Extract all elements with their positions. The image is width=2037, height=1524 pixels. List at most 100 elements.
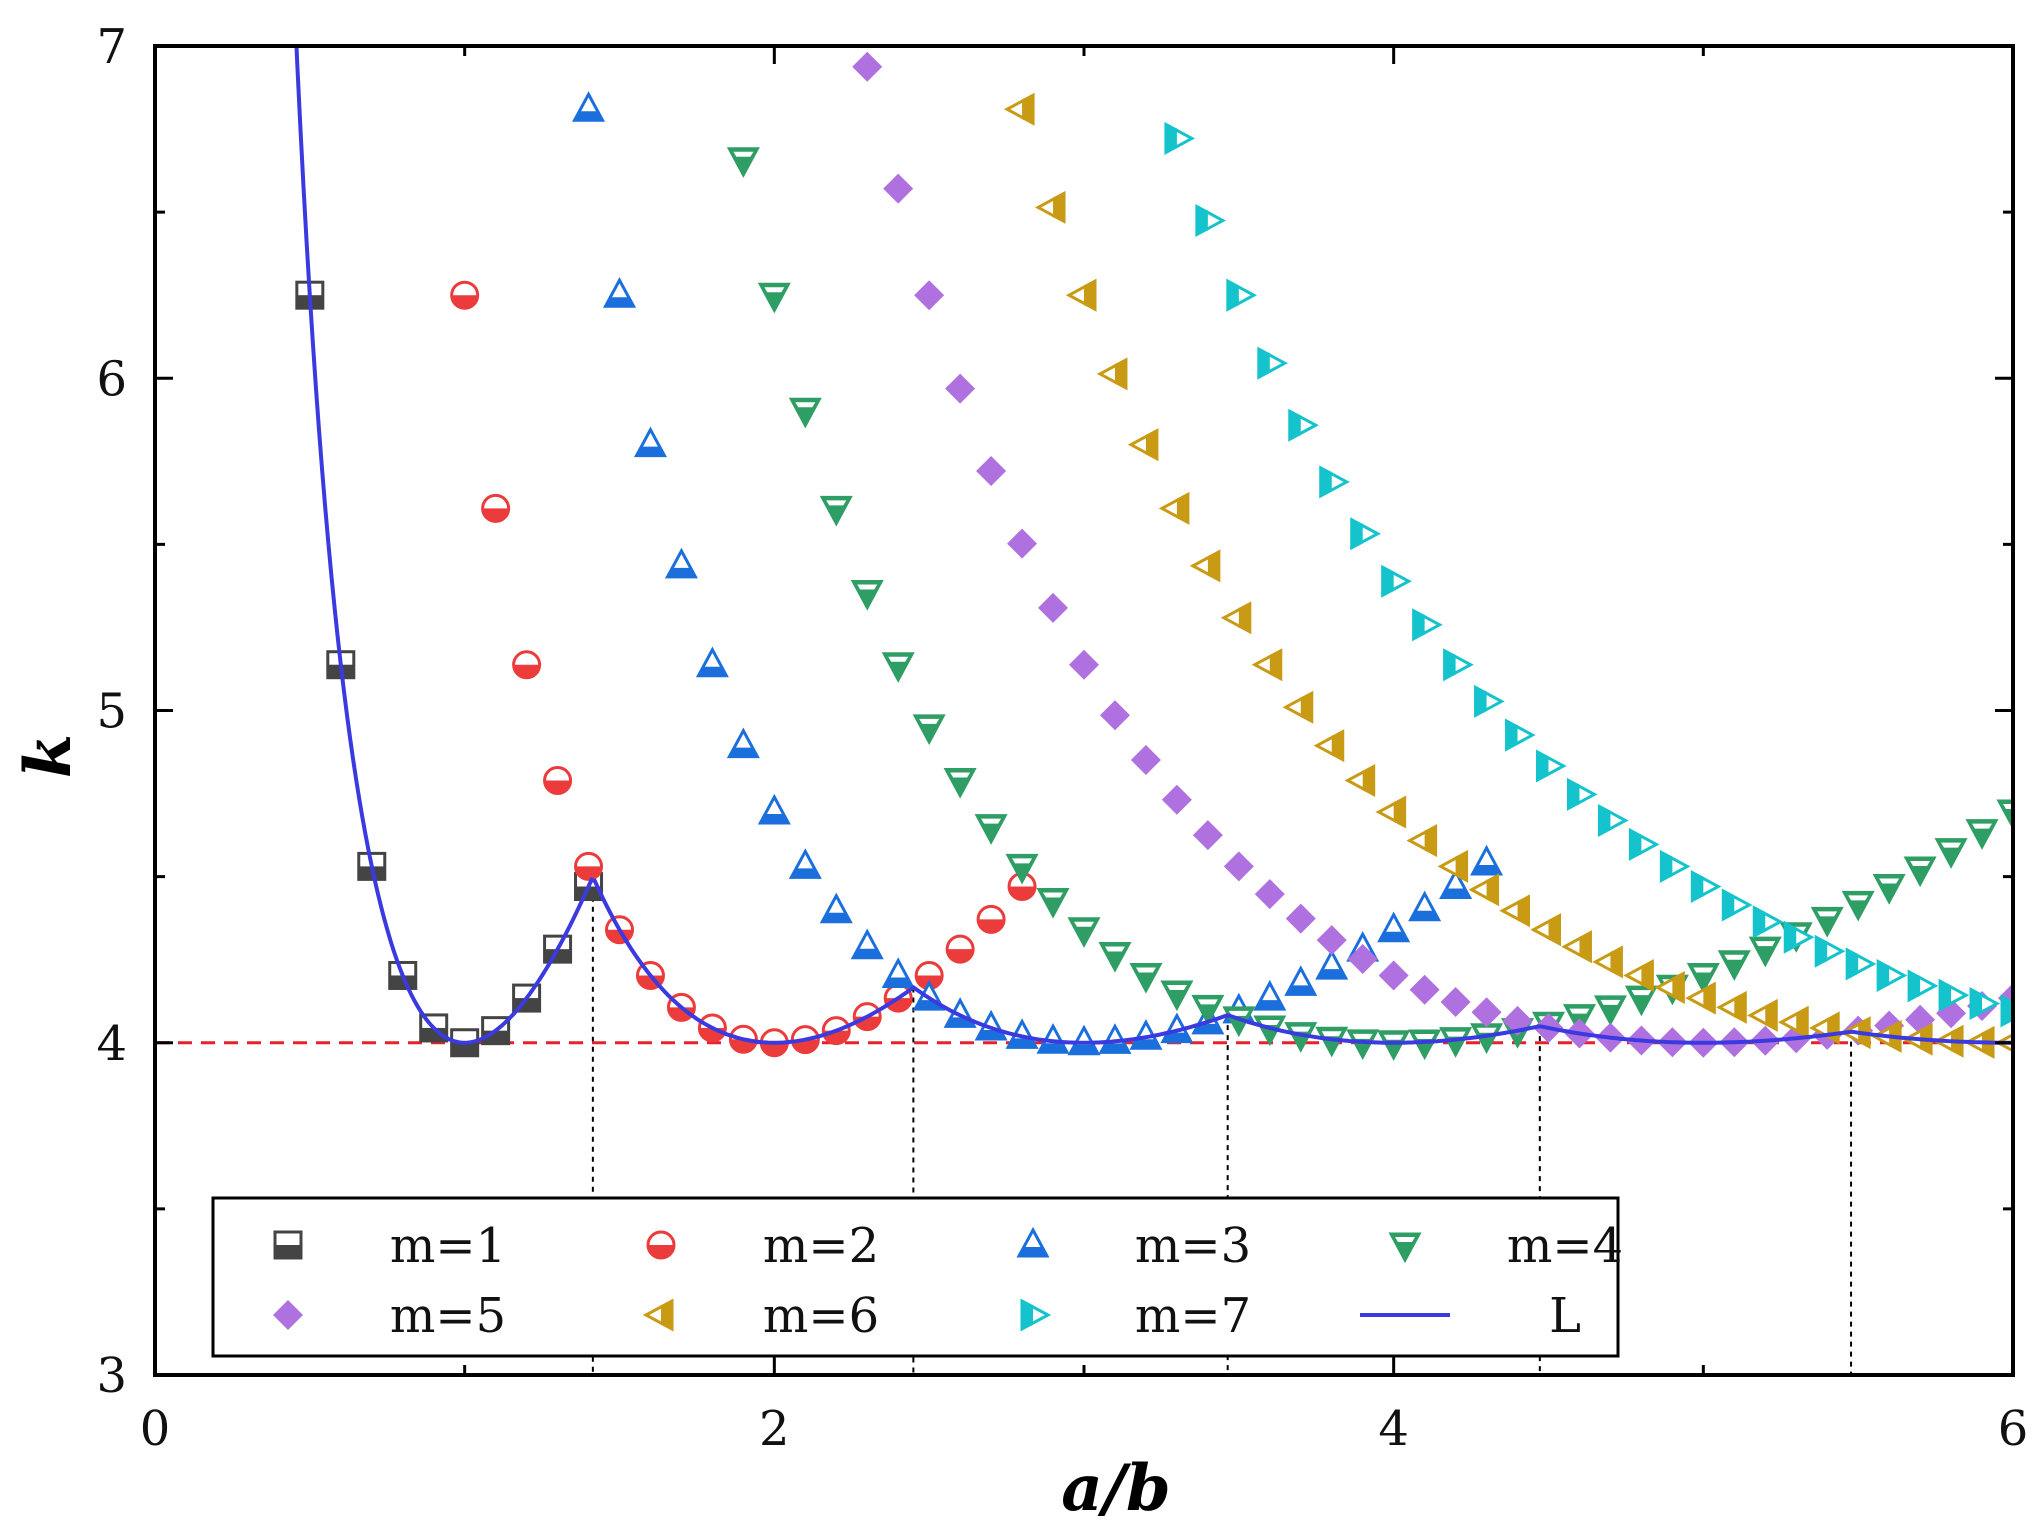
y-tick-label: 5 <box>96 684 127 740</box>
data-point <box>1474 684 1505 718</box>
legend-label: m=3 <box>1135 1218 1251 1274</box>
legend-box <box>211 1196 1620 1358</box>
legend: m=1 m=2 m=3 m=4 m=5 m=6 m=7 L <box>211 1196 1623 1358</box>
data-point <box>1845 947 1877 981</box>
data-point <box>819 495 853 527</box>
data-point <box>633 426 667 458</box>
data-point <box>1344 763 1376 797</box>
data-point <box>1747 998 1778 1032</box>
data-point <box>1470 844 1504 876</box>
data-point <box>1096 357 1128 391</box>
x-tick-label: 2 <box>759 1401 790 1457</box>
data-point <box>1561 930 1592 964</box>
data-point <box>757 793 791 825</box>
data-point <box>1783 920 1815 954</box>
data-point <box>1443 648 1474 682</box>
data-point <box>1253 979 1287 1011</box>
data-point <box>1502 1005 1533 1036</box>
series-m6 <box>1003 92 2013 1059</box>
data-point <box>512 650 542 680</box>
legend-label: m=6 <box>763 1288 879 1344</box>
legend-label: L <box>1549 1288 1581 1344</box>
data-point <box>1257 346 1288 380</box>
data-point <box>1003 92 1035 126</box>
data-point <box>1164 121 1196 155</box>
legend-label: m=4 <box>1507 1218 1623 1274</box>
data-point <box>1659 849 1691 883</box>
data-point <box>1814 934 1846 968</box>
data-point <box>1439 868 1473 900</box>
data-point <box>1377 911 1411 943</box>
data-point <box>1468 873 1500 907</box>
data-point <box>1381 564 1412 598</box>
data-point <box>1350 517 1381 551</box>
data-point <box>881 652 915 683</box>
data-point <box>1717 950 1751 981</box>
data-point <box>1315 948 1349 980</box>
data-point <box>1408 890 1442 922</box>
data-point <box>1716 990 1747 1024</box>
data-point <box>1158 491 1190 525</box>
legend-item-m3: m=3 <box>1016 1218 1251 1274</box>
data-point <box>1254 879 1285 910</box>
data-point <box>1251 648 1283 682</box>
data-point <box>726 727 760 759</box>
legend-label: m=5 <box>390 1288 506 1344</box>
data-point <box>1319 465 1350 499</box>
data-point <box>1597 803 1629 837</box>
data-point <box>1192 820 1223 851</box>
data-point <box>1748 936 1782 968</box>
data-point <box>1034 190 1066 224</box>
data-point <box>1593 995 1627 1027</box>
data-point <box>1685 981 1716 1015</box>
legend-marker <box>642 1298 674 1332</box>
data-point <box>943 767 977 799</box>
data-point <box>1654 970 1685 1005</box>
data-point <box>945 934 975 964</box>
data-point <box>1499 894 1531 928</box>
data-point <box>1628 827 1660 861</box>
data-point <box>1536 749 1567 783</box>
data-point <box>695 646 729 678</box>
data-point <box>976 904 1006 934</box>
data-point <box>850 928 884 960</box>
data-point <box>1007 872 1037 902</box>
data-point <box>728 1024 758 1054</box>
data-point <box>1903 856 1937 888</box>
envelope-curve <box>294 46 2013 1045</box>
data-point <box>1406 824 1438 858</box>
series-m2 <box>450 280 1037 1058</box>
data-point <box>572 91 606 122</box>
legend-label: m=7 <box>1135 1288 1251 1344</box>
data-point <box>1161 784 1192 815</box>
data-point <box>1437 849 1469 883</box>
data-point <box>664 547 698 579</box>
data-point <box>1876 958 1908 992</box>
legend-label: m=1 <box>390 1218 506 1274</box>
legend-item-m2: m=2 <box>646 1218 879 1274</box>
legend-marker <box>1016 1226 1050 1258</box>
plot-frame <box>153 44 2015 1377</box>
data-point <box>1938 978 1970 1012</box>
legend-item-m5: m=5 <box>273 1288 506 1344</box>
legend-label: m=2 <box>763 1218 879 1274</box>
data-point <box>1099 700 1130 731</box>
legend-marker <box>273 1230 303 1260</box>
data-point <box>1412 608 1443 642</box>
data-point <box>883 173 914 204</box>
y-tick-label: 3 <box>96 1348 127 1404</box>
data-point <box>1996 799 2013 831</box>
y-tick-label: 7 <box>96 19 127 75</box>
data-point <box>852 51 883 82</box>
data-point <box>1969 987 2001 1021</box>
data-point <box>726 147 760 178</box>
data-point <box>1195 204 1227 238</box>
data-point <box>1530 913 1561 947</box>
data-point <box>912 714 946 746</box>
data-point <box>602 277 637 308</box>
data-point <box>1036 888 1070 919</box>
data-point <box>1905 1004 1936 1035</box>
envelope-curve-L <box>294 46 2013 1045</box>
data-point <box>1127 428 1159 462</box>
